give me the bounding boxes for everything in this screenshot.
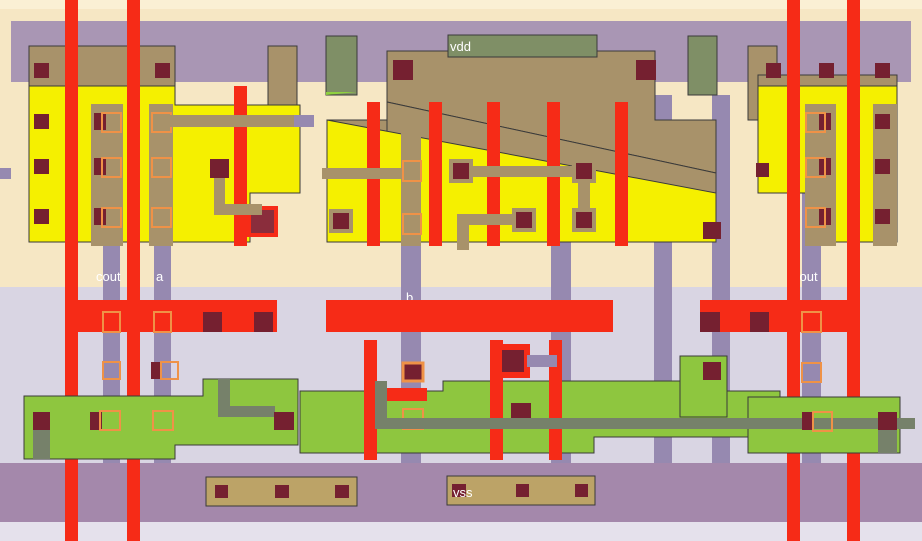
svg-text:cout: cout [96, 269, 121, 284]
svg-text:a: a [156, 269, 164, 284]
svg-text:vdd: vdd [450, 39, 471, 54]
svg-text:vss: vss [453, 485, 473, 500]
